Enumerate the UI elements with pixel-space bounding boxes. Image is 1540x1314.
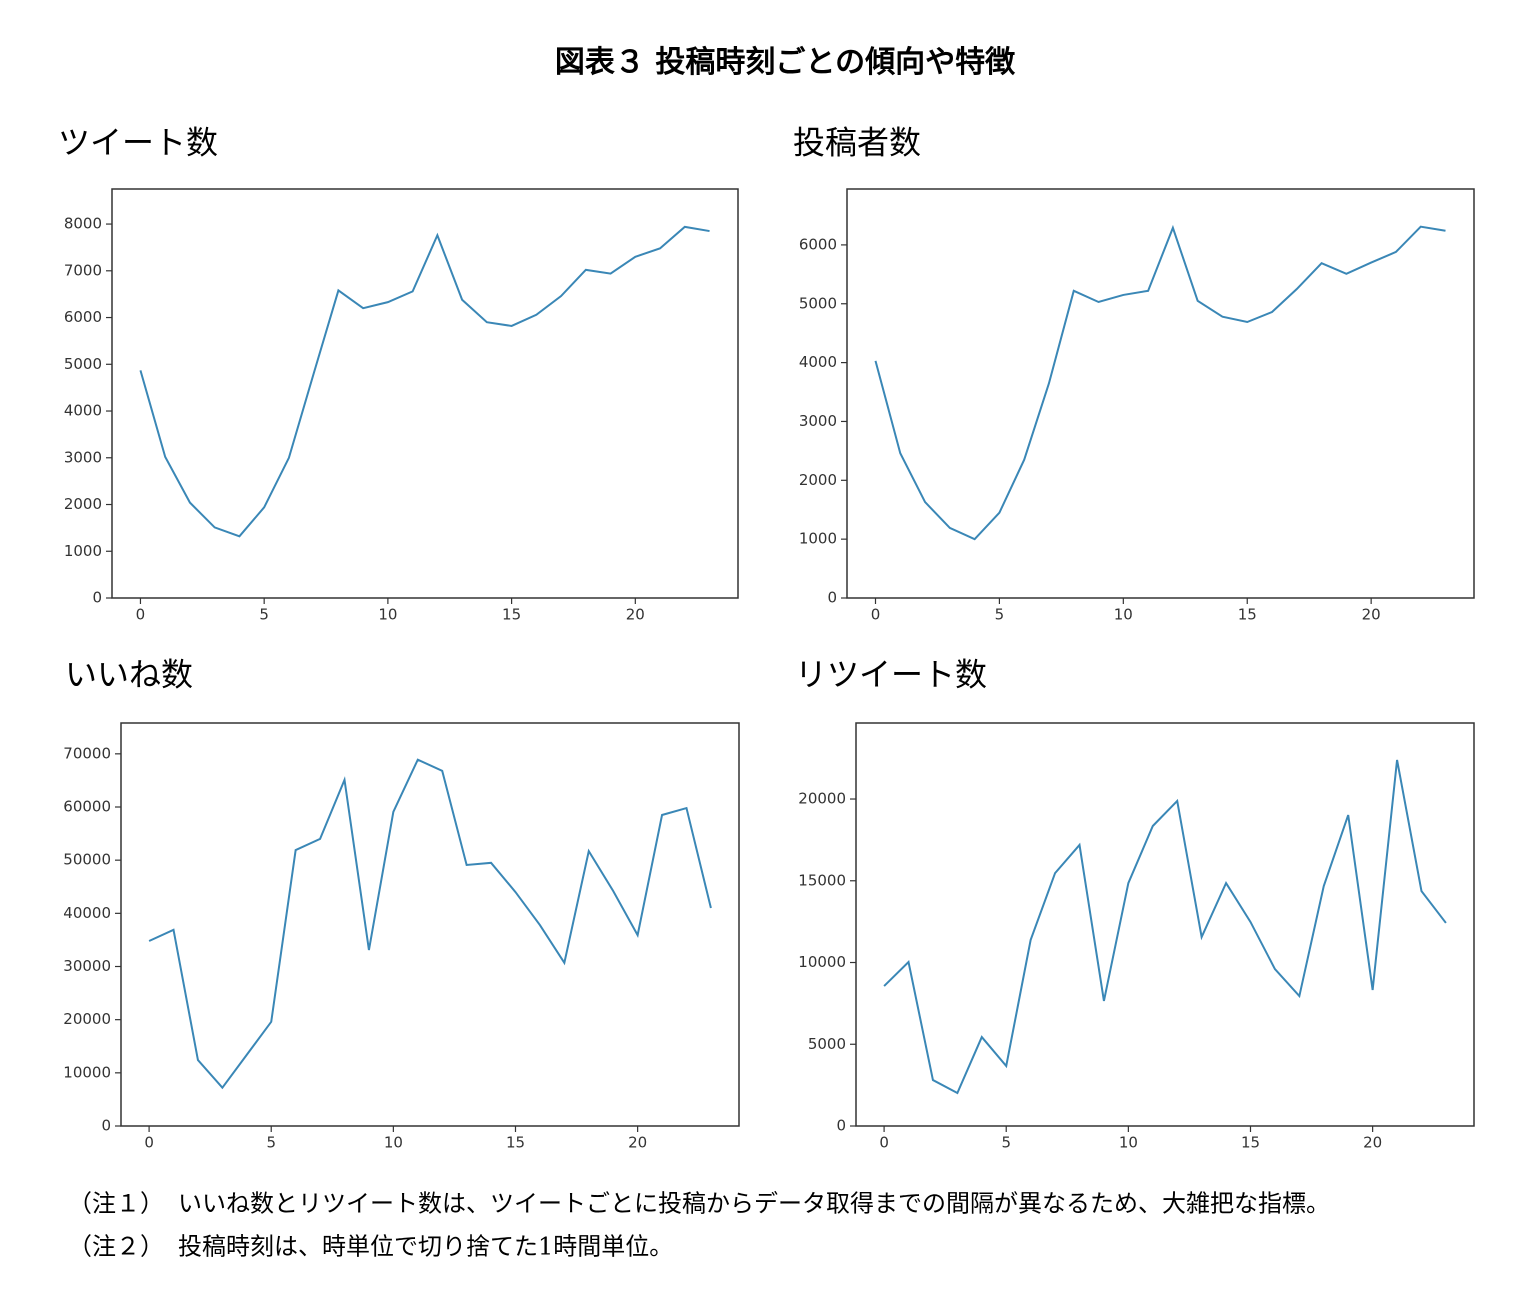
y-tick-label: 7000 xyxy=(64,261,102,279)
y-tick-label: 1000 xyxy=(64,542,102,560)
x-tick-label: 20 xyxy=(626,606,645,624)
note-text: 投稿時刻は、時単位で切り捨てた1時間単位。 xyxy=(178,1233,673,1261)
x-tick-label: 5 xyxy=(266,1134,276,1152)
x-tick-label: 15 xyxy=(1241,1134,1260,1152)
x-tick-label: 0 xyxy=(144,1134,154,1152)
x-tick-label: 15 xyxy=(506,1134,525,1152)
x-tick-label: 5 xyxy=(1001,1134,1011,1152)
y-tick-label: 15000 xyxy=(798,871,846,889)
y-tick-label: 0 xyxy=(101,1117,111,1135)
y-tick-label: 20000 xyxy=(798,790,846,808)
y-tick-label: 6000 xyxy=(64,308,102,326)
plot-frame xyxy=(855,722,1475,1127)
x-tick-label: 10 xyxy=(1119,1134,1138,1152)
y-tick-label: 2000 xyxy=(64,495,102,513)
y-tick-label: 5000 xyxy=(64,355,102,373)
chart-title: いいね数 xyxy=(65,656,193,694)
chart-title: リツイート数 xyxy=(795,656,987,694)
y-tick-label: 0 xyxy=(836,1117,846,1135)
y-tick-label: 5000 xyxy=(799,294,837,312)
x-tick-label: 0 xyxy=(136,606,146,624)
x-tick-label: 10 xyxy=(378,606,397,624)
x-tick-label: 10 xyxy=(1114,606,1133,624)
x-tick-label: 10 xyxy=(384,1134,403,1152)
plot-frame xyxy=(846,188,1475,599)
x-tick-label: 0 xyxy=(879,1134,889,1152)
x-tick-label: 15 xyxy=(1238,606,1257,624)
plot-frame xyxy=(111,188,739,599)
y-tick-label: 0 xyxy=(827,589,837,607)
y-tick-label: 10000 xyxy=(63,1063,111,1081)
y-tick-label: 5000 xyxy=(808,1035,846,1053)
note-label: （注２） xyxy=(68,1233,164,1261)
data-line xyxy=(874,224,1446,541)
y-tick-label: 3000 xyxy=(799,412,837,430)
x-tick-label: 5 xyxy=(259,606,269,624)
x-tick-label: 20 xyxy=(1362,606,1381,624)
chart-title: ツイート数 xyxy=(58,124,218,162)
figure-title: 図表３ 投稿時刻ごとの傾向や特徴 xyxy=(555,45,1016,80)
x-tick-label: 15 xyxy=(502,606,521,624)
y-tick-label: 6000 xyxy=(799,235,837,253)
y-tick-label: 4000 xyxy=(799,353,837,371)
data-line xyxy=(139,225,710,538)
y-tick-label: 10000 xyxy=(798,953,846,971)
x-tick-label: 20 xyxy=(1363,1134,1382,1152)
y-tick-label: 50000 xyxy=(63,851,111,869)
y-tick-label: 8000 xyxy=(64,215,102,233)
x-tick-label: 0 xyxy=(871,606,881,624)
x-tick-label: 5 xyxy=(995,606,1005,624)
x-tick-label: 20 xyxy=(628,1134,647,1152)
plot-frame xyxy=(120,722,740,1127)
y-tick-label: 20000 xyxy=(63,1010,111,1028)
y-tick-label: 70000 xyxy=(63,744,111,762)
y-tick-label: 3000 xyxy=(64,448,102,466)
data-line xyxy=(883,759,1447,1095)
y-tick-label: 1000 xyxy=(799,530,837,548)
y-tick-label: 30000 xyxy=(63,957,111,975)
y-tick-label: 40000 xyxy=(63,904,111,922)
y-tick-label: 60000 xyxy=(63,798,111,816)
note-label: （注１） xyxy=(68,1190,164,1218)
y-tick-label: 2000 xyxy=(799,471,837,489)
note-text: いいね数とリツイート数は、ツイートごとに投稿からデータ取得までの間隔が異なるため… xyxy=(178,1190,1330,1218)
data-line xyxy=(148,758,712,1090)
y-tick-label: 4000 xyxy=(64,402,102,420)
chart-title: 投稿者数 xyxy=(793,124,921,162)
y-tick-label: 0 xyxy=(92,589,102,607)
